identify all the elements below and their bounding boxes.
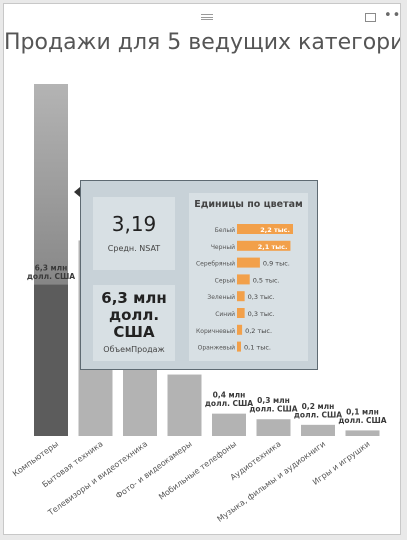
- units-bar-chart: Белый 2,2 тыс. Черный 2,1 тыс. Серебряный 0,9…: [196, 224, 293, 352]
- units-value-5: 0,3 тыс.: [248, 293, 275, 301]
- bar-data-label-6: 0,3 млн долл. США: [249, 396, 297, 414]
- category-label-5[interactable]: Мобильные телефоны: [157, 439, 238, 501]
- visual-card[interactable]: ••• Продажи для 5 ведущих категорий 6,3 …: [3, 3, 401, 535]
- units-value-7: 0,2 тыс.: [245, 327, 272, 335]
- units-bar-4: [237, 274, 250, 285]
- focus-mode-icon[interactable]: [365, 13, 376, 22]
- units-title: Единицы по цветам: [194, 199, 303, 210]
- tooltip: 3,19 Средн. NSAT 6,3 млн долл. США Объем…: [74, 180, 318, 370]
- units-by-color-card: Единицы по цветам Белый 2,2 тыс. Черный 2,1…: [189, 193, 308, 361]
- units-value-3: 0,9 тыс.: [263, 260, 290, 268]
- color-label-3: Серебряный: [196, 261, 235, 268]
- color-label-7: Коричневый: [196, 328, 235, 335]
- bar-data-label-7: 0,2 млн долл. США: [294, 402, 342, 420]
- units-value-2: 2,1 тыс.: [258, 243, 288, 251]
- nsat-label: Средн. NSAT: [107, 244, 161, 253]
- bar-data-label-1: 6,3 млн долл. США: [27, 264, 75, 282]
- bar-data-label-5: 0,4 млн долл. США: [205, 391, 253, 409]
- more-options-icon[interactable]: •••: [384, 8, 401, 23]
- bar-6[interactable]: [256, 419, 291, 436]
- color-label-1: Белый: [215, 227, 235, 234]
- bar-8[interactable]: [345, 430, 380, 436]
- nsat-card: 3,19 Средн. NSAT: [93, 197, 175, 270]
- color-label-2: Черный: [211, 244, 235, 251]
- bar-7[interactable]: [301, 424, 335, 436]
- sales-card: 6,3 млн долл. США ОбъемПродаж: [93, 285, 175, 361]
- sales-label: ОбъемПродаж: [103, 345, 165, 354]
- drag-handle-icon[interactable]: [201, 14, 213, 20]
- color-label-8: Оранжевый: [198, 345, 236, 352]
- bar-5[interactable]: [212, 413, 246, 436]
- units-bar-2: [237, 240, 291, 251]
- units-bar-5: [237, 291, 245, 302]
- units-bar-8: [237, 341, 241, 352]
- bar-data-label-8: 0,1 млн долл. США: [338, 407, 386, 425]
- color-label-5: Зеленый: [207, 294, 235, 301]
- color-label-6: Синий: [215, 311, 235, 318]
- tooltip-pointer: [74, 187, 80, 197]
- units-value-1: 2,2 тыс.: [260, 226, 290, 234]
- nsat-value: 3,19: [111, 212, 157, 236]
- units-bar-6: [237, 308, 245, 318]
- sales-value: 6,3 млн долл. США: [101, 289, 167, 341]
- bar-highlight-1[interactable]: [34, 284, 68, 436]
- units-value-6: 0,3 тыс.: [248, 310, 275, 318]
- color-label-4: Серый: [215, 277, 235, 284]
- category-label-4[interactable]: Фото- и видеокамеры: [114, 439, 194, 500]
- bar-4[interactable]: [167, 374, 202, 436]
- units-bar-7: [237, 324, 243, 335]
- units-bar-1: [237, 224, 293, 234]
- units-value-8: 0,1 тыс.: [244, 344, 271, 352]
- chart-title: Продажи для 5 ведущих категорий: [4, 30, 401, 55]
- units-value-4: 0,5 тыс.: [253, 276, 280, 284]
- units-bar-3: [237, 257, 260, 268]
